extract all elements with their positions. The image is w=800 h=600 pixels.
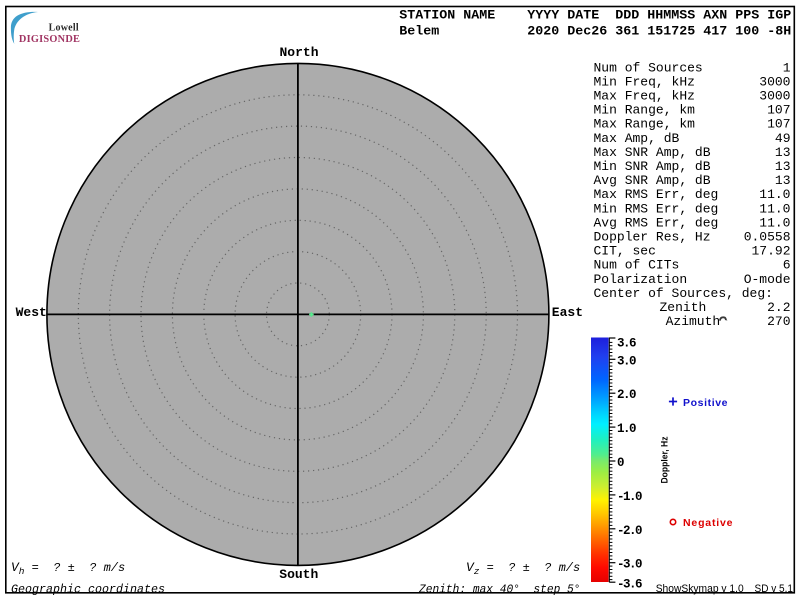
svg-text:3000: 3000 [759,89,790,104]
svg-text:Doppler Res, Hz: Doppler Res, Hz [594,230,711,245]
svg-text:13: 13 [775,159,791,174]
svg-text:11.0: 11.0 [759,187,790,202]
svg-text:O-mode: O-mode [744,272,791,287]
svg-text:DIGISONDE: DIGISONDE [19,34,80,45]
svg-text:13: 13 [775,173,791,188]
svg-text:-3.0: -3.0 [617,558,642,572]
svg-text:Azimuth: Azimuth [666,314,721,329]
svg-text:107: 107 [767,117,790,132]
svg-text:Zenith: Zenith [660,300,707,315]
svg-text:11.0: 11.0 [759,215,790,230]
svg-text:Min Range, km: Min Range, km [594,103,696,118]
svg-text:Max Range, km: Max Range, km [594,117,696,132]
svg-text:Negative: Negative [683,517,733,529]
svg-text:-3.6: -3.6 [617,577,642,591]
svg-text:6: 6 [783,258,791,273]
svg-text:Lowell: Lowell [49,22,79,33]
svg-text:Min RMS Err, deg: Min RMS Err, deg [594,201,719,216]
svg-text:0: 0 [617,456,624,470]
svg-text:Zenith: max 40° step 5°: Zenith: max 40° step 5° [418,582,580,596]
svg-text:3000: 3000 [759,74,790,89]
svg-text:Doppler, Hz: Doppler, Hz [659,436,670,483]
svg-text:1: 1 [783,60,791,75]
svg-text:STATION NAME YYYY DATE DDD: STATION NAME YYYY DATE DDD HHMMSS AXN PP… [399,8,791,23]
svg-text:Center of Sources, deg:: Center of Sources, deg: [594,286,773,301]
svg-text:Vz = ? ± ? m/s: Vz = ? ± ? m/s [466,560,580,577]
svg-text:Max Amp, dB: Max Amp, dB [594,131,680,146]
svg-text:Min SNR Amp, dB: Min SNR Amp, dB [594,159,711,174]
svg-text:17.92: 17.92 [751,244,790,259]
svg-text:East: East [552,305,583,320]
svg-text:3.0: 3.0 [617,354,636,368]
svg-text:Max RMS Err, deg: Max RMS Err, deg [594,187,719,202]
svg-text:Belem 2020 Dec26 361: Belem 2020 Dec26 361 151725 417 100 -8H [399,24,791,39]
svg-text:Vh = ? ± ? m/s: Vh = ? ± ? m/s [11,560,125,577]
svg-text:0.0558: 0.0558 [744,230,791,245]
svg-text:North: North [279,45,318,60]
svg-text:Avg RMS Err, deg: Avg RMS Err, deg [594,215,719,230]
svg-text:11.0: 11.0 [759,201,790,216]
svg-text:West: West [16,305,47,320]
svg-text:SD v 5.1: SD v 5.1 [755,583,794,595]
svg-text:-2.0: -2.0 [617,524,642,538]
svg-text:-1.0: -1.0 [617,490,642,504]
svg-text:49: 49 [775,131,791,146]
svg-text:Positive: Positive [683,397,728,409]
svg-text:ShowSkymap v 1.0: ShowSkymap v 1.0 [656,583,744,595]
svg-text:CIT, sec: CIT, sec [594,244,656,259]
svg-text:Avg SNR Amp, dB: Avg SNR Amp, dB [594,173,711,188]
svg-text:Num of Sources: Num of Sources [594,60,703,75]
svg-text:13: 13 [775,145,791,160]
svg-text:3.6: 3.6 [617,337,636,351]
svg-text:270: 270 [767,314,790,329]
svg-text:2.2: 2.2 [767,300,790,315]
svg-text:Polarization: Polarization [594,272,688,287]
svg-text:Max SNR Amp, dB: Max SNR Amp, dB [594,145,711,160]
svg-text:Min Freq, kHz: Min Freq, kHz [594,74,695,89]
svg-text:2.0: 2.0 [617,388,636,402]
svg-text:1.0: 1.0 [617,422,636,436]
svg-text:Num of CITs: Num of CITs [594,258,680,273]
svg-text:107: 107 [767,103,790,118]
svg-text:Geographic coordinates: Geographic coordinates [11,582,165,596]
svg-text:Max Freq, kHz: Max Freq, kHz [594,89,695,104]
svg-text:South: South [279,567,318,582]
